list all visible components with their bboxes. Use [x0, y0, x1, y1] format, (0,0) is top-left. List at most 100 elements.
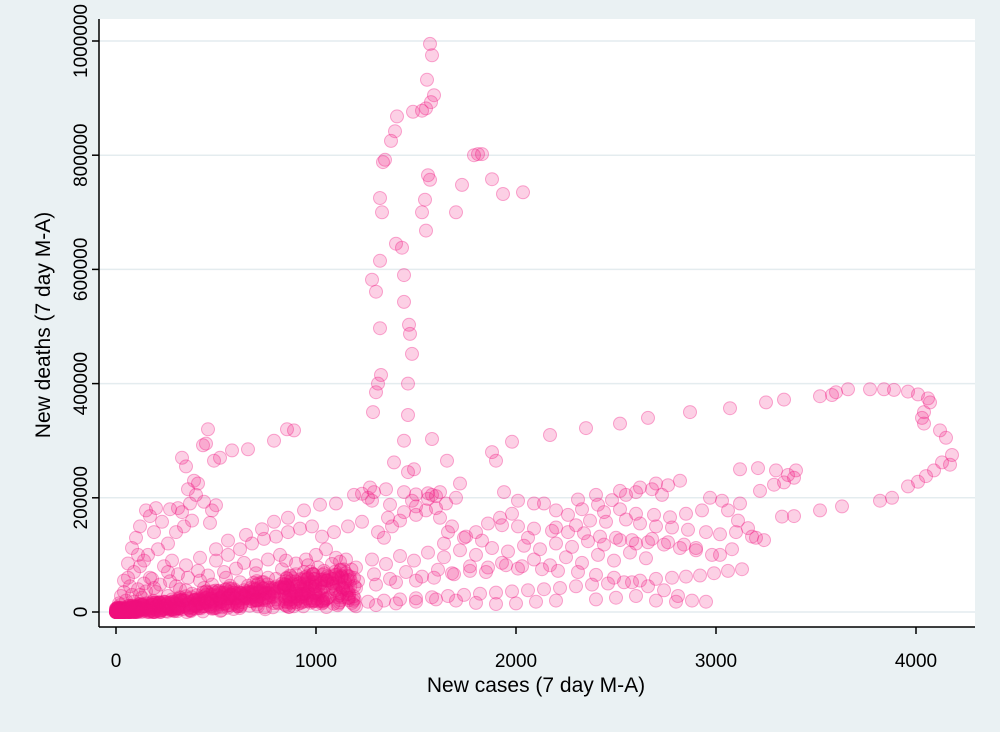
data-point — [215, 585, 230, 600]
data-point — [282, 589, 297, 604]
data-point — [151, 542, 165, 557]
data-point — [229, 586, 244, 601]
data-point — [617, 575, 631, 590]
data-point — [109, 605, 124, 619]
data-point — [421, 486, 435, 501]
data-point — [649, 593, 663, 608]
data-point — [527, 521, 541, 536]
data-point — [139, 596, 154, 611]
data-point — [211, 593, 226, 608]
data-point — [127, 565, 141, 579]
data-point — [244, 588, 259, 603]
data-point — [623, 545, 637, 560]
data-point — [147, 601, 162, 616]
data-point — [318, 593, 332, 607]
data-point — [245, 587, 260, 602]
data-point — [267, 586, 282, 601]
data-point — [152, 595, 167, 610]
data-point — [237, 555, 251, 570]
data-point — [118, 602, 133, 617]
data-point — [388, 124, 402, 139]
data-point — [229, 561, 243, 576]
data-point — [254, 593, 269, 608]
data-point — [325, 576, 340, 591]
data-point — [337, 573, 352, 588]
data-point — [261, 552, 275, 567]
data-point — [119, 605, 134, 619]
data-point — [308, 582, 323, 597]
data-point — [769, 463, 783, 478]
data-point — [311, 560, 325, 575]
data-point — [112, 601, 127, 616]
data-point — [226, 585, 241, 600]
data-point — [128, 605, 143, 619]
data-point — [133, 600, 148, 615]
data-point — [149, 598, 164, 613]
data-point — [109, 603, 124, 618]
data-point — [296, 589, 310, 604]
data-point — [150, 604, 165, 619]
data-point — [308, 588, 323, 603]
data-point — [123, 600, 138, 615]
data-point — [725, 542, 739, 557]
data-point — [130, 600, 145, 615]
data-point — [145, 571, 159, 586]
data-point — [320, 573, 335, 588]
data-point — [115, 605, 129, 619]
data-point — [133, 596, 148, 611]
data-point — [863, 382, 877, 397]
data-point — [205, 584, 220, 599]
data-point — [139, 584, 153, 599]
data-point — [315, 588, 329, 603]
data-point — [256, 581, 271, 596]
data-point — [315, 596, 329, 611]
data-point — [501, 544, 515, 559]
data-point — [332, 588, 347, 603]
data-point — [181, 596, 196, 611]
data-point — [109, 602, 124, 616]
data-point — [161, 565, 175, 579]
data-point — [109, 601, 123, 616]
data-point — [266, 589, 281, 604]
data-point — [125, 605, 139, 619]
data-point — [211, 583, 226, 598]
data-point — [393, 592, 407, 607]
data-point — [220, 598, 235, 613]
data-point — [122, 605, 137, 619]
data-point — [129, 600, 144, 615]
data-point — [505, 434, 519, 449]
data-point — [887, 382, 901, 397]
data-point — [619, 512, 633, 527]
data-point — [281, 580, 295, 595]
data-point — [226, 588, 241, 603]
data-point — [619, 487, 633, 502]
data-point — [331, 570, 346, 585]
data-point — [121, 601, 136, 616]
data-point — [296, 586, 311, 601]
data-point — [188, 597, 202, 612]
data-point — [110, 605, 125, 619]
data-point — [307, 571, 321, 586]
data-point — [199, 594, 214, 609]
data-point — [111, 602, 126, 617]
data-point — [565, 539, 579, 554]
data-point — [180, 591, 195, 606]
y-axis-ticks: 0 200000 400000 600000 800000 1000000 — [71, 4, 99, 617]
data-point — [121, 605, 136, 619]
data-point — [138, 603, 153, 618]
data-point — [427, 570, 441, 585]
data-point — [239, 586, 254, 601]
data-point — [166, 596, 181, 610]
data-point — [205, 591, 219, 606]
data-point — [133, 559, 147, 574]
data-point — [121, 605, 136, 619]
data-point — [133, 603, 148, 618]
data-point — [383, 571, 397, 586]
data-point — [175, 450, 189, 465]
data-point — [681, 522, 695, 537]
data-point — [571, 565, 585, 579]
data-point — [114, 603, 129, 617]
data-point — [193, 594, 208, 609]
data-point — [247, 587, 262, 601]
data-point — [212, 590, 227, 605]
